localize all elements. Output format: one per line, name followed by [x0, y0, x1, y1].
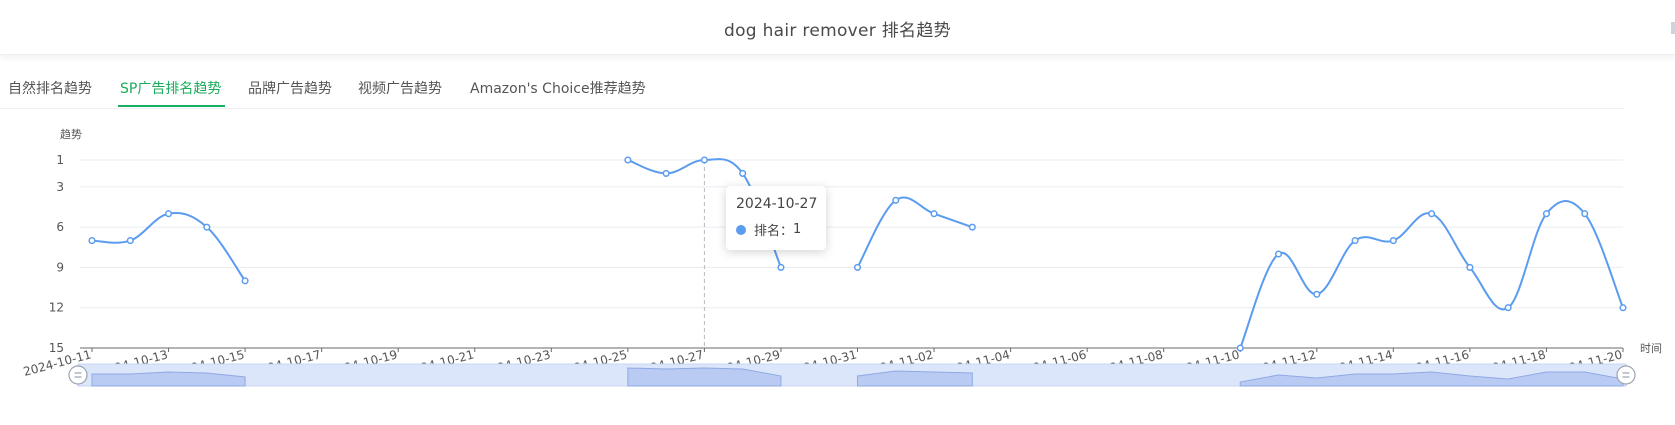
- tooltip-value: 1: [793, 222, 802, 237]
- data-point: [853, 263, 862, 271]
- y-tick-label: 1: [56, 153, 64, 167]
- data-point: [662, 169, 670, 177]
- zoom-slider-preview: [91, 371, 246, 387]
- data-point: [739, 169, 747, 177]
- x-axis-title: 时间: [1640, 342, 1662, 355]
- header-bar: dog hair remover 排名趋势: [0, 0, 1675, 55]
- scrollbar-edge: [1671, 22, 1675, 34]
- tooltip-series-label: 排名: [754, 224, 781, 239]
- zoom-slider-preview: [627, 367, 782, 387]
- y-tick-label: 12: [49, 301, 64, 315]
- data-point: [1313, 290, 1321, 298]
- y-tick-label: 6: [56, 220, 64, 234]
- data-point: [126, 237, 134, 245]
- data-point: [203, 223, 211, 231]
- series-line: [1239, 200, 1624, 349]
- chart-tooltip: 2024-10-27 排名 ： 1: [726, 186, 826, 250]
- data-point: [968, 223, 976, 231]
- tab-amazons-choice[interactable]: Amazon's Choice推荐趋势: [470, 81, 646, 97]
- data-point: [700, 156, 708, 164]
- data-point: [624, 156, 632, 164]
- tooltip-row: 排名 ： 1: [736, 220, 801, 239]
- data-point: [1236, 344, 1244, 352]
- data-point: [1581, 210, 1589, 218]
- data-point: [1542, 210, 1550, 218]
- data-point: [241, 277, 249, 285]
- data-point: [1351, 237, 1359, 245]
- tab-bar: 自然排名趋势 SP广告排名趋势 品牌广告趋势 视频广告趋势 Amazon's C…: [0, 70, 1625, 109]
- zoom-handle-circle: [68, 365, 88, 385]
- data-point: [88, 237, 96, 245]
- active-tab-indicator: [118, 105, 225, 107]
- data-point: [1504, 304, 1512, 312]
- tooltip-date: 2024-10-27: [736, 196, 818, 212]
- tab-organic-rank[interactable]: 自然排名趋势: [8, 81, 92, 97]
- y-axis-title: 趋势: [60, 128, 82, 141]
- zoom-handle-right[interactable]: [1616, 365, 1636, 385]
- tab-brand-ad[interactable]: 品牌广告趋势: [248, 81, 332, 97]
- series-dot-icon: [736, 224, 746, 235]
- data-point: [930, 210, 938, 218]
- y-tick-label: 9: [56, 260, 64, 274]
- page-title: dog hair remover 排名趋势: [724, 21, 951, 41]
- data-point: [1428, 210, 1436, 218]
- y-tick-label: 3: [56, 180, 64, 194]
- data-point: [1619, 304, 1627, 312]
- zoom-slider-preview: [857, 370, 973, 387]
- data-point: [165, 210, 173, 218]
- y-tick-label: 15: [49, 341, 64, 355]
- series-line: [856, 196, 973, 268]
- data-point: [1466, 263, 1474, 271]
- tab-video-ad[interactable]: 视频广告趋势: [358, 81, 442, 97]
- data-point: [777, 263, 785, 271]
- data-point: [1274, 250, 1283, 258]
- zoom-handle-circle: [1616, 365, 1636, 385]
- series-line: [91, 212, 246, 282]
- zoom-handle-left[interactable]: [68, 365, 88, 385]
- tab-sp-ad-rank[interactable]: SP广告排名趋势: [120, 81, 222, 97]
- data-point: [892, 196, 900, 204]
- zoom-slider-preview: [1239, 371, 1624, 387]
- data-point: [1389, 237, 1397, 245]
- tooltip-separator: ：: [780, 224, 794, 239]
